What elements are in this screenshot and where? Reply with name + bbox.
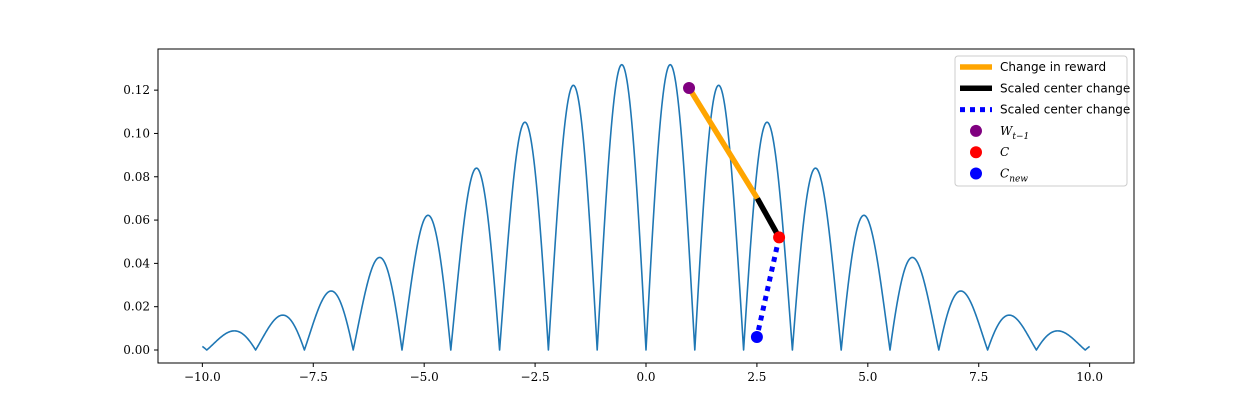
x-tick-label: 7.5 — [969, 370, 988, 384]
legend-label-main: W — [1000, 124, 1014, 138]
series-line-0 — [686, 86, 760, 200]
y-tick-label: 0.10 — [123, 126, 150, 140]
legend-label-main: C — [1000, 167, 1009, 181]
legend-label-sub: t−1 — [1012, 132, 1029, 142]
y-tick-label: 0.08 — [123, 170, 150, 184]
legend-box — [954, 55, 1128, 187]
legend-label: Scaled center change — [1000, 81, 1130, 95]
point-marker-0 — [683, 81, 696, 94]
x-tick-label: −2.5 — [521, 370, 550, 384]
y-tick-label: 0.00 — [123, 343, 150, 357]
plot-area — [201, 63, 1091, 351]
x-tick-label: −5.0 — [410, 370, 439, 384]
x-tick-label: 10.0 — [1076, 370, 1103, 384]
y-tick-label: 0.02 — [123, 300, 150, 314]
x-tick-label: −10.0 — [184, 370, 221, 384]
axes: −10.0 −7.5 −5.0 −2.5 0.0 2.5 5.0 7.5 10.0 0.00 0.0… — [123, 48, 1135, 384]
legend-handle-marker — [970, 167, 982, 180]
legend-label: Cnew — [1000, 167, 1028, 185]
y-tick-label: 0.04 — [123, 256, 150, 270]
series-line-1 — [754, 197, 782, 239]
legend-label: C — [1000, 145, 1009, 159]
legend-label-sub: new — [1009, 175, 1028, 185]
x-tick-label: 5.0 — [858, 370, 877, 384]
y-tick-label: 0.12 — [123, 83, 150, 97]
series-line-2 — [754, 236, 782, 338]
legend-handle-marker — [970, 146, 982, 159]
reward-curve — [201, 63, 1091, 351]
legend-label-main: C — [1000, 145, 1009, 159]
x-tick-label: 0.0 — [636, 370, 655, 384]
plot-content — [201, 63, 1091, 351]
y-tick-label: 0.06 — [123, 213, 150, 227]
point-marker-1 — [773, 231, 786, 244]
legend-label: Change in reward — [1000, 60, 1106, 74]
legend: Change in reward Scaled center change Scal… — [954, 55, 1130, 187]
point-marker-2 — [750, 331, 763, 344]
legend-label: Wt−1 — [1000, 124, 1029, 142]
legend-label: Scaled center change — [1000, 103, 1130, 117]
legend-handle-marker — [970, 124, 982, 137]
x-tick-label: −7.5 — [299, 370, 328, 384]
x-tick-label: 2.5 — [747, 370, 766, 384]
